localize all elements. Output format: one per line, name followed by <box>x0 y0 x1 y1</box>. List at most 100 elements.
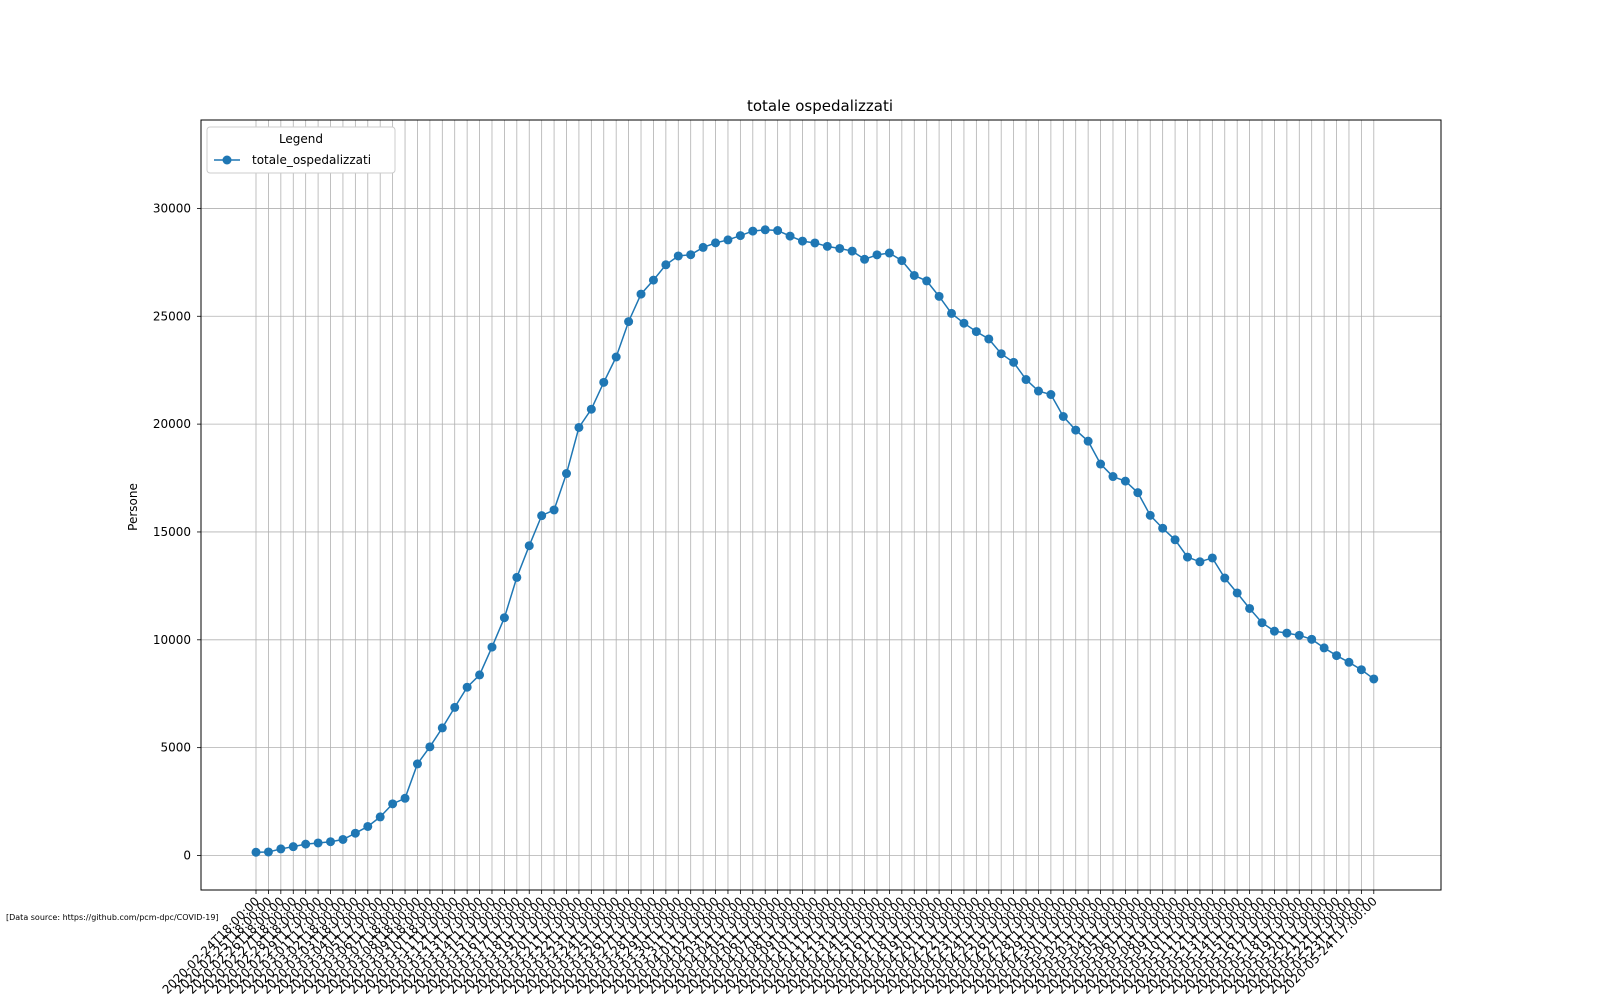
x-axis: 2020-02-24T18:00:002020-02-25T18:00:0020… <box>160 890 1380 997</box>
data-point <box>860 254 870 264</box>
data-point <box>1319 643 1329 653</box>
data-point <box>288 842 298 852</box>
data-point <box>350 828 360 838</box>
y-tick-label: 20000 <box>153 417 191 431</box>
data-point <box>1282 628 1292 638</box>
data-point <box>611 352 621 362</box>
data-point <box>1009 357 1019 367</box>
data-point <box>1083 436 1093 446</box>
data-point <box>884 248 894 258</box>
data-point <box>562 469 571 479</box>
data-point <box>773 226 783 236</box>
data-point <box>313 838 323 848</box>
data-point <box>947 308 957 318</box>
data-point <box>1232 588 1242 598</box>
legend: Legend totale_ospedalizzati <box>206 126 396 174</box>
legend-marker <box>222 155 232 165</box>
data-point <box>1133 488 1143 498</box>
data-point <box>537 511 547 521</box>
data-source-note: [Data source: https://github.com/pcm-dpc… <box>6 913 219 922</box>
data-point <box>425 742 435 752</box>
data-point <box>276 844 286 854</box>
data-point <box>698 242 708 252</box>
y-axis-label: Persone <box>126 483 140 531</box>
data-point <box>735 231 745 241</box>
y-tick-label: 10000 <box>153 633 191 647</box>
data-point <box>1096 459 1106 469</box>
data-point <box>1021 375 1031 385</box>
data-point <box>797 236 807 246</box>
data-point <box>847 246 857 256</box>
data-point <box>1145 510 1155 520</box>
data-point <box>1356 665 1366 675</box>
data-point <box>1033 386 1043 396</box>
data-point <box>1257 618 1267 628</box>
data-point <box>263 847 273 857</box>
data-point <box>1058 412 1068 422</box>
data-point <box>1071 425 1081 435</box>
data-point <box>959 318 969 328</box>
data-point <box>686 250 696 260</box>
data-point <box>636 289 646 299</box>
data-point <box>1332 651 1342 661</box>
data-point <box>971 327 981 337</box>
data-point <box>338 834 348 844</box>
y-tick-label: 15000 <box>153 525 191 539</box>
data-point <box>524 541 534 551</box>
y-grid <box>201 208 1441 856</box>
data-point <box>1158 523 1168 533</box>
data-point <box>1183 552 1192 562</box>
data-point <box>450 702 460 712</box>
data-point <box>1245 603 1255 613</box>
data-point <box>1207 553 1217 563</box>
legend-box <box>206 126 396 174</box>
legend-entry-totale-ospedalizzati: totale_ospedalizzati <box>252 153 371 167</box>
data-point <box>748 226 758 236</box>
data-point <box>909 270 919 280</box>
data-point <box>388 799 398 809</box>
y-tick-label: 30000 <box>153 201 191 215</box>
data-point <box>475 670 485 680</box>
legend-title: Legend <box>279 132 323 146</box>
data-point <box>723 235 733 245</box>
data-point <box>1307 634 1317 644</box>
data-point <box>1294 630 1304 640</box>
data-point <box>1046 390 1056 400</box>
data-point <box>1369 674 1379 684</box>
data-point <box>1269 626 1279 636</box>
data-point <box>512 572 522 582</box>
data-point <box>785 231 795 241</box>
data-point <box>1220 573 1230 583</box>
data-point <box>301 839 311 849</box>
data-point <box>499 613 509 623</box>
data-point <box>934 291 944 301</box>
y-axis: 0 5000 10000 15000 20000 25000 30000 <box>153 201 201 862</box>
data-point <box>487 642 497 652</box>
data-point <box>549 505 559 515</box>
data-point <box>822 241 832 251</box>
data-point <box>400 793 410 803</box>
data-point <box>251 847 261 857</box>
x-grid <box>255 120 1375 890</box>
data-point <box>922 276 932 286</box>
y-tick-label: 0 <box>183 848 191 862</box>
data-point <box>1120 476 1130 486</box>
data-point <box>1344 657 1354 667</box>
series-points <box>251 225 1379 857</box>
data-point <box>673 251 683 261</box>
data-point <box>462 682 472 692</box>
data-point <box>599 377 609 387</box>
data-point <box>586 404 596 414</box>
data-point <box>1108 472 1118 482</box>
chart-title: totale ospedalizzati <box>747 97 893 115</box>
data-point <box>437 723 447 733</box>
data-point <box>375 812 385 822</box>
data-point <box>1170 535 1180 545</box>
data-point <box>996 349 1006 359</box>
plot-frame <box>200 119 1442 891</box>
data-point <box>363 821 373 831</box>
data-point <box>835 243 845 253</box>
data-point <box>984 334 994 344</box>
data-point <box>872 250 882 260</box>
data-point <box>810 238 820 248</box>
